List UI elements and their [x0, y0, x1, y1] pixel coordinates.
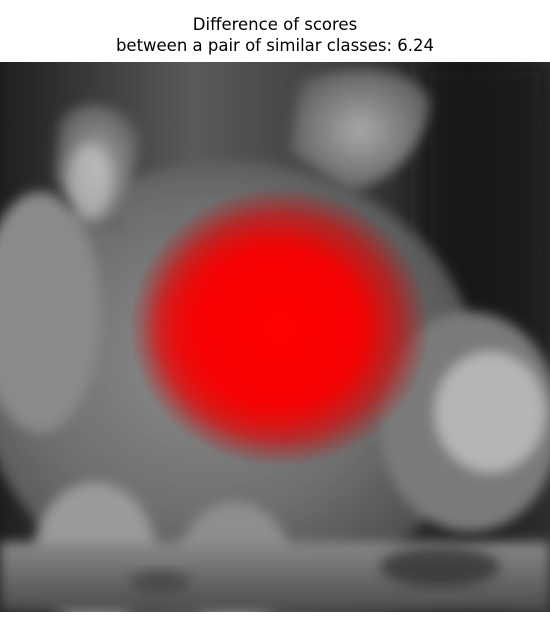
saliency-image: [0, 62, 550, 612]
figure-title: Difference of scores between a pair of s…: [0, 14, 550, 56]
figure-title-line-1: Difference of scores: [192, 15, 358, 34]
saliency-heatmap: [130, 187, 430, 467]
wooden-log: [0, 542, 550, 612]
animal-ears: [55, 68, 430, 232]
figure-title-line-2: between a pair of similar classes: 6.24: [115, 36, 435, 55]
